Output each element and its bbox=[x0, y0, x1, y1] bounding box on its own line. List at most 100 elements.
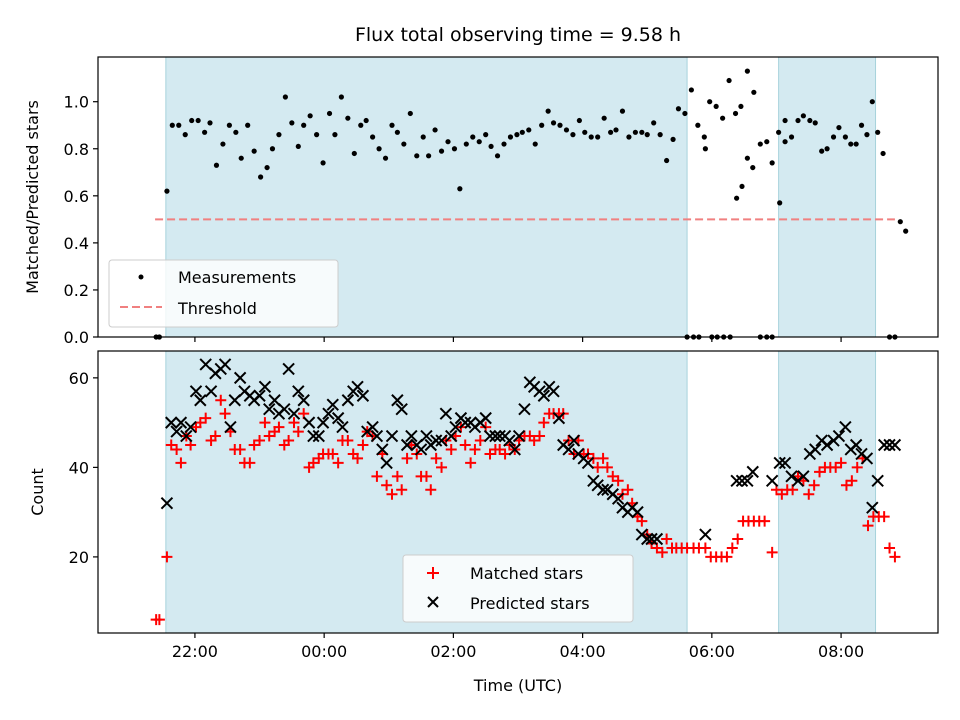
matched-star-point bbox=[161, 551, 173, 563]
predicted-star-point bbox=[820, 438, 834, 452]
measurement-point bbox=[213, 162, 220, 168]
top-y-tick-label: 1.0 bbox=[64, 93, 89, 112]
measurement-point bbox=[812, 120, 818, 126]
measurement-point bbox=[776, 129, 782, 135]
matched-star-point bbox=[244, 457, 256, 469]
matched-star-point bbox=[726, 542, 738, 554]
measurement-point bbox=[858, 122, 865, 128]
bottom-x-axis: 22:00 00:00 02:00 04:00 06:00 08:00 bbox=[172, 633, 864, 661]
measurement-point bbox=[675, 106, 682, 112]
predicted-star-point bbox=[832, 429, 846, 443]
matched-star-point bbox=[474, 435, 486, 447]
matched-star-point bbox=[851, 461, 863, 473]
measurement-point bbox=[176, 122, 182, 128]
matched-star-point bbox=[612, 475, 624, 487]
matched-star-point bbox=[721, 551, 733, 563]
predicted-star-point bbox=[839, 420, 852, 434]
measurement-point bbox=[332, 132, 338, 138]
measurement-point bbox=[644, 132, 650, 138]
top-axes-frame bbox=[97, 56, 939, 338]
predicted-star-point bbox=[778, 456, 792, 470]
predicted-star-point bbox=[292, 385, 305, 398]
measurement-point bbox=[426, 153, 432, 159]
predicted-star-point bbox=[297, 394, 310, 407]
predicted-star-point bbox=[165, 416, 178, 429]
measurement-point bbox=[182, 132, 188, 138]
matched-star-point bbox=[656, 546, 668, 558]
matched-star-point bbox=[396, 484, 408, 496]
predicted-star-point bbox=[351, 380, 364, 394]
measurement-point bbox=[526, 127, 532, 133]
matched-star-point bbox=[538, 417, 550, 429]
matched-star-point bbox=[459, 439, 471, 451]
matched-star-point bbox=[219, 408, 231, 420]
top-legend-box bbox=[108, 259, 339, 328]
matched-star-point bbox=[352, 452, 364, 464]
predicted-star-point bbox=[871, 474, 884, 488]
x-tick-label: 08:00 bbox=[818, 642, 864, 661]
predicted-star-point bbox=[883, 438, 896, 452]
predicted-star-point bbox=[765, 474, 779, 488]
measurement-point bbox=[501, 141, 507, 147]
matched-star-point bbox=[699, 542, 711, 554]
predicted-star-point bbox=[160, 496, 174, 510]
measurement-point bbox=[532, 141, 538, 147]
matched-star-point bbox=[835, 457, 847, 469]
measurement-point bbox=[476, 139, 482, 145]
top-points bbox=[153, 68, 909, 340]
predicted-star-point bbox=[445, 429, 458, 443]
measurement-point bbox=[370, 134, 376, 140]
measurement-point bbox=[750, 164, 756, 171]
matched-star-point bbox=[436, 461, 448, 473]
predicted-star-point bbox=[287, 407, 301, 420]
legend-threshold-label: Threshold bbox=[177, 299, 257, 318]
measurement-point bbox=[494, 153, 501, 159]
predicted-star-point bbox=[326, 398, 339, 411]
predicted-star-point bbox=[400, 438, 414, 452]
predicted-star-point bbox=[282, 362, 295, 376]
top-y-tick-label: 0.0 bbox=[64, 328, 89, 347]
predicted-star-point bbox=[356, 389, 370, 402]
measurement-point bbox=[664, 157, 670, 164]
measurement-point bbox=[807, 117, 813, 124]
measurement-point bbox=[732, 110, 739, 117]
measurement-point bbox=[226, 122, 232, 128]
predicted-star-point bbox=[370, 429, 384, 443]
predicted-star-point bbox=[405, 429, 418, 443]
measurement-point bbox=[864, 132, 870, 138]
top-panel: 0.0 0.2 0.4 0.6 0.8 1.0 Matched/Predicted sta… bbox=[23, 56, 939, 347]
measurement-point bbox=[301, 122, 307, 128]
legend-matched-marker bbox=[427, 567, 439, 579]
measurement-point bbox=[358, 122, 364, 128]
measurement-point bbox=[626, 134, 632, 140]
predicted-star-point bbox=[253, 389, 266, 402]
predicted-star-point bbox=[376, 443, 389, 456]
measurement-point bbox=[264, 164, 270, 171]
bottom-panel: 20 40 60 22:00 00:00 02:00 04:00 06:00 08:00 Co… bbox=[28, 350, 939, 695]
measurement-point bbox=[326, 110, 333, 117]
measurement-point bbox=[220, 141, 226, 147]
predicted-star-point bbox=[645, 532, 658, 546]
predicted-star-point bbox=[699, 528, 712, 541]
predicted-star-point bbox=[746, 465, 759, 479]
bottom-y-tick-label: 60 bbox=[69, 369, 89, 388]
measurement-point bbox=[619, 108, 626, 114]
predicted-star-point bbox=[512, 429, 526, 443]
matched-star-point bbox=[499, 448, 511, 460]
measurement-point bbox=[276, 132, 282, 138]
measurement-point bbox=[238, 155, 244, 161]
matched-star-point bbox=[357, 439, 369, 451]
measurement-point bbox=[169, 122, 175, 128]
measurement-point bbox=[632, 129, 638, 135]
predicted-star-point bbox=[218, 358, 232, 371]
measurement-point bbox=[800, 113, 806, 119]
measurement-point bbox=[782, 117, 788, 124]
predicted-star-point bbox=[730, 474, 743, 488]
matched-star-point bbox=[175, 457, 187, 469]
measurement-point bbox=[483, 132, 489, 138]
measurement-point bbox=[189, 117, 195, 124]
predicted-star-point bbox=[741, 474, 754, 488]
matched-star-point bbox=[420, 470, 432, 482]
predicted-star-point bbox=[849, 438, 863, 452]
